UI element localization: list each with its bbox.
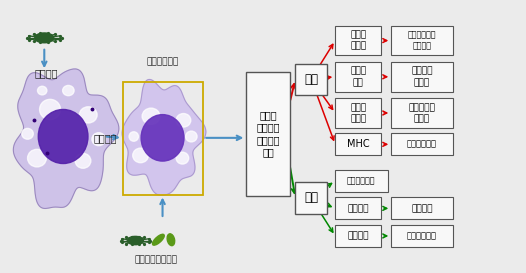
Ellipse shape <box>63 85 74 96</box>
Text: 特定基因: 特定基因 <box>348 232 369 241</box>
Bar <box>335 197 381 219</box>
Bar <box>391 98 453 128</box>
Ellipse shape <box>133 148 148 163</box>
Text: 抗病毒
基因: 抗病毒 基因 <box>350 67 366 87</box>
Polygon shape <box>13 69 119 208</box>
Text: 干扰抗原提呇: 干扰抗原提呇 <box>407 140 437 149</box>
Circle shape <box>35 33 54 43</box>
Ellipse shape <box>141 115 184 161</box>
Bar <box>335 98 381 128</box>
Text: 细胞凋
亡基因: 细胞凋 亡基因 <box>350 103 366 123</box>
Ellipse shape <box>79 107 97 123</box>
Ellipse shape <box>176 114 191 127</box>
Ellipse shape <box>22 128 33 139</box>
Ellipse shape <box>186 131 197 142</box>
Bar <box>123 82 204 195</box>
Text: 细菌病毒继发感染: 细菌病毒继发感染 <box>135 255 178 264</box>
Text: 免疫抑制基因: 免疫抑制基因 <box>347 176 376 185</box>
Text: 下调: 下调 <box>304 73 318 85</box>
Ellipse shape <box>142 108 160 124</box>
Bar <box>335 26 381 55</box>
Text: 选择性
调控免疫
相关基因
表达: 选择性 调控免疫 相关基因 表达 <box>256 110 280 158</box>
Bar <box>296 182 327 213</box>
Polygon shape <box>122 79 206 195</box>
Bar <box>335 170 388 192</box>
Ellipse shape <box>38 109 88 164</box>
Text: 异常免疫状态: 异常免疫状态 <box>146 58 179 67</box>
Bar <box>296 64 327 95</box>
Text: 有助病毒复制: 有助病毒复制 <box>407 232 437 241</box>
Bar <box>391 26 453 55</box>
Ellipse shape <box>153 234 164 245</box>
Ellipse shape <box>75 153 91 168</box>
Bar <box>391 197 453 219</box>
Text: MHC: MHC <box>347 139 370 149</box>
Bar <box>391 62 453 92</box>
Text: 抑制早期细
胞凋亡: 抑制早期细 胞凋亡 <box>409 103 436 123</box>
Bar <box>246 72 290 196</box>
Text: 病理损伤: 病理损伤 <box>411 204 433 213</box>
Ellipse shape <box>39 99 60 120</box>
Ellipse shape <box>92 133 106 146</box>
Text: 上调: 上调 <box>304 191 318 204</box>
Ellipse shape <box>167 234 175 246</box>
Text: 细胞因子: 细胞因子 <box>93 133 117 143</box>
Circle shape <box>127 236 144 245</box>
Bar <box>335 225 381 247</box>
Ellipse shape <box>27 149 46 167</box>
Text: 病毒感染: 病毒感染 <box>34 68 58 78</box>
Text: 模式识
别受体: 模式识 别受体 <box>350 31 366 51</box>
Ellipse shape <box>129 132 138 141</box>
Ellipse shape <box>176 152 189 164</box>
Text: 抑制干扰素和
细胞因子: 抑制干扰素和 细胞因子 <box>408 31 436 51</box>
Text: 抑制抗病
毒作用: 抑制抗病 毒作用 <box>411 67 433 87</box>
Bar <box>391 133 453 155</box>
Ellipse shape <box>37 86 47 95</box>
Text: 炎性因子: 炎性因子 <box>348 204 369 213</box>
Bar <box>335 133 381 155</box>
Bar <box>391 225 453 247</box>
Bar <box>335 62 381 92</box>
